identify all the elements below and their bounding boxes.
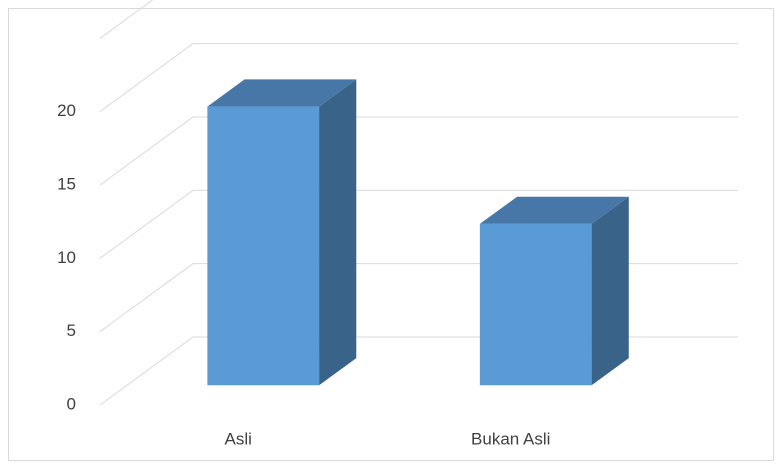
bar-side (591, 196, 629, 386)
x-tick-label: Bukan Asli (471, 429, 550, 448)
bar (479, 223, 592, 386)
bar-top (479, 196, 629, 224)
grid-line (99, 116, 738, 186)
grid-line (99, 43, 738, 113)
y-tick-label: 0 (67, 394, 76, 413)
y-tick-label: 5 (67, 321, 76, 340)
x-tick-label: Asli (225, 429, 252, 448)
y-tick-label: 10 (57, 248, 76, 267)
bar-top (207, 79, 357, 107)
bar (207, 106, 320, 386)
grid-line (99, 0, 154, 39)
y-tick-label: 15 (57, 174, 76, 193)
bar-side (319, 79, 357, 386)
grid-line (99, 189, 738, 259)
y-tick-label: 20 (57, 101, 76, 120)
chart-border (8, 8, 774, 461)
